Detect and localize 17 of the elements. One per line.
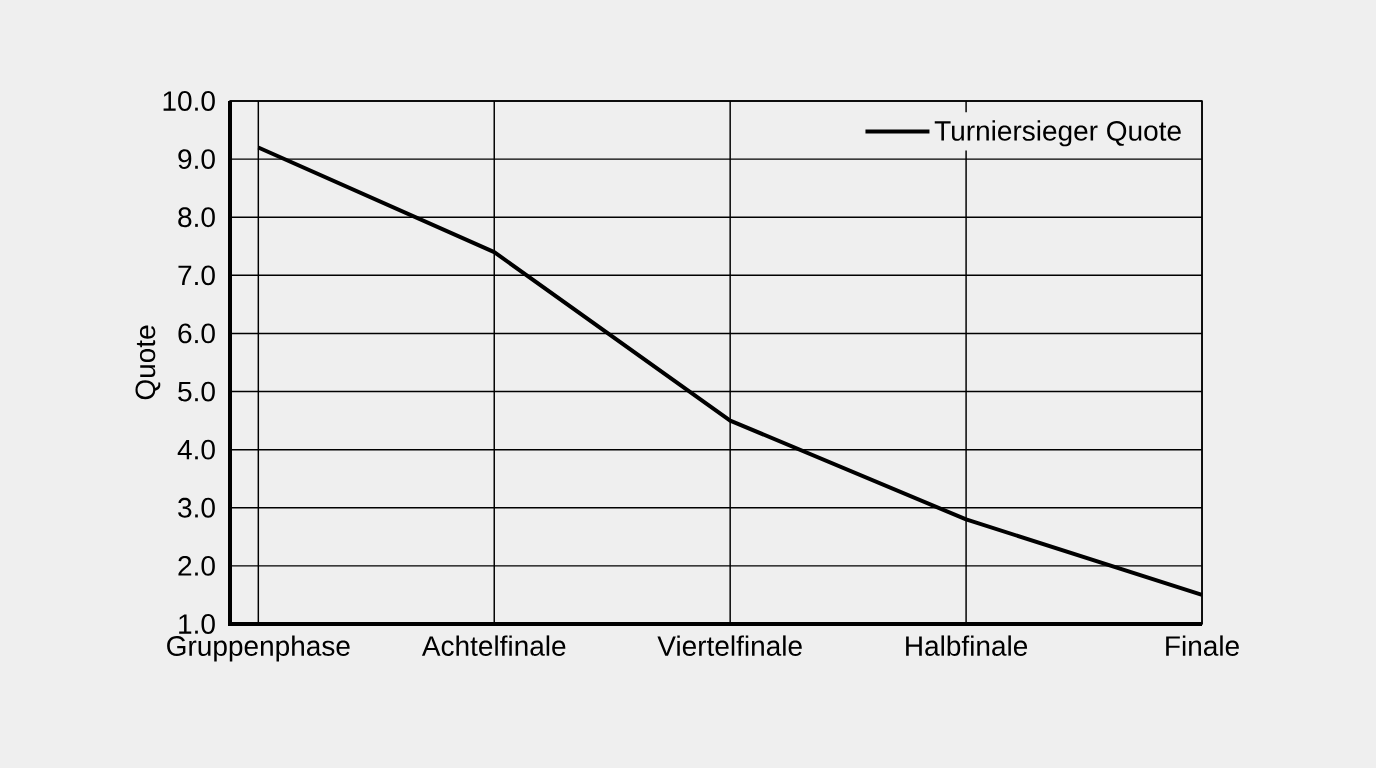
x-tick-label: Viertelfinale bbox=[657, 635, 802, 656]
y-tick-label: 7.0 bbox=[178, 265, 215, 286]
y-tick-label: 3.0 bbox=[178, 497, 215, 518]
x-tick-label: Gruppenphase bbox=[167, 635, 350, 662]
y-tick-label: 2.0 bbox=[178, 555, 215, 576]
y-tick-label: 10.0 bbox=[163, 91, 215, 111]
x-tick-label: Finale bbox=[1166, 635, 1239, 656]
x-tick-label: Halbfinale bbox=[906, 635, 1028, 656]
y-tick-label: 9.0 bbox=[178, 149, 215, 170]
y-tick-label: 8.0 bbox=[178, 207, 215, 228]
y-tick-label: 4.0 bbox=[177, 439, 215, 460]
y-tick-label: 6.0 bbox=[178, 323, 215, 344]
y-tick-label: 5.0 bbox=[178, 381, 215, 402]
y-tick-label: 1.0 bbox=[179, 614, 215, 634]
legend-label: Turniersieger Quote bbox=[934, 120, 1181, 147]
x-tick-label: Achtelfinale bbox=[421, 635, 566, 656]
y-axis-title: Quote bbox=[135, 325, 161, 400]
